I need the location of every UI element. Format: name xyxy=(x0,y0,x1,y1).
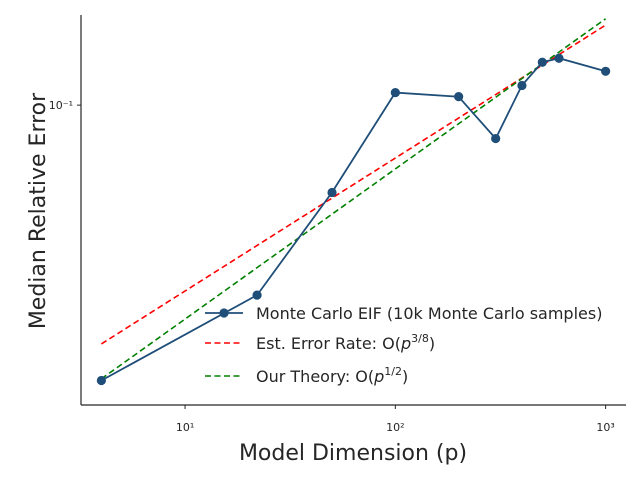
series-0-point-9 xyxy=(601,66,611,76)
series-0-point-8 xyxy=(554,53,564,63)
x-tick-label-2: 10³ xyxy=(596,421,614,434)
series-0-point-6 xyxy=(517,80,527,91)
y-tick-label-0: 10⁻¹ xyxy=(49,99,73,112)
y-axis-label: Median Relative Error xyxy=(26,92,51,329)
series-0-point-0 xyxy=(96,375,106,386)
x-tick-label-0: 10¹ xyxy=(176,421,194,434)
x-tick-label-1: 10² xyxy=(386,421,404,434)
series-layer xyxy=(96,18,611,386)
x-axis-label: Model Dimension (p) xyxy=(239,441,467,466)
series-line-2 xyxy=(100,18,607,380)
series-line-0 xyxy=(100,57,606,382)
legend-marker-0 xyxy=(219,308,229,318)
legend-label-0: Monte Carlo EIF (10k Monte Carlo samples… xyxy=(256,304,602,323)
tick-layer: 10¹ 10² 10³ 10⁻¹ xyxy=(49,99,615,434)
legend: Monte Carlo EIF (10k Monte Carlo samples… xyxy=(205,304,602,386)
legend-label-2: Our Theory: O(p1/2) xyxy=(256,365,408,386)
series-0-point-4 xyxy=(454,92,464,102)
series-0-point-3 xyxy=(390,87,400,98)
series-0-point-1 xyxy=(252,290,262,300)
series-0-point-7 xyxy=(537,57,547,67)
series-0-point-2 xyxy=(327,187,337,198)
series-0-point-5 xyxy=(491,133,501,144)
legend-label-1: Est. Error Rate: O(p3/8) xyxy=(256,332,435,353)
